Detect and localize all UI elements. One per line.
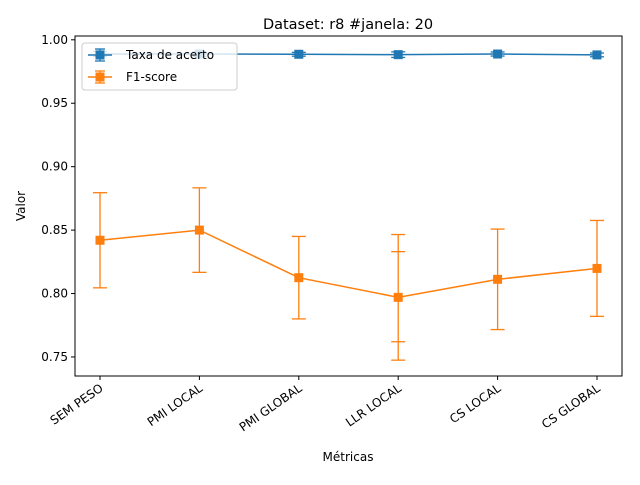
data-point <box>592 50 602 60</box>
legend-frame <box>81 42 238 91</box>
legend-marker <box>95 72 105 82</box>
plot-area <box>93 49 604 361</box>
x-axis-label: Métricas <box>323 450 374 464</box>
data-point <box>95 235 105 245</box>
y-tick-label: 0.95 <box>41 96 68 110</box>
y-axis-label: Valor <box>14 191 28 221</box>
x-axis: SEM PESO PMI LOCAL PMI GLOBAL LLR LOCAL CS L… <box>48 376 603 434</box>
legend-marker <box>95 50 105 60</box>
y-axis: 0.75 0.80 0.85 0.90 0.95 1.00 <box>41 33 75 364</box>
data-point <box>393 50 403 60</box>
data-point <box>393 292 403 302</box>
data-point <box>592 263 602 273</box>
data-point <box>493 274 503 284</box>
y-tick-label: 1.00 <box>41 33 68 47</box>
y-tick-label: 0.80 <box>41 287 68 301</box>
legend: Taxa de acerto F1-score <box>81 42 238 91</box>
x-tick-label: CS GLOBAL <box>539 381 603 432</box>
x-tick-label: LLR LOCAL <box>343 381 404 430</box>
legend-label: Taxa de acerto <box>125 48 214 62</box>
x-tick-label: PMI LOCAL <box>145 381 206 429</box>
data-point <box>294 49 304 59</box>
series-group <box>93 187 604 361</box>
y-tick-label: 0.90 <box>41 160 68 174</box>
x-tick-label: PMI GLOBAL <box>237 381 305 435</box>
data-point <box>493 49 503 59</box>
series-line <box>99 229 598 299</box>
y-tick-label: 0.85 <box>41 223 68 237</box>
data-point <box>294 273 304 283</box>
y-tick-label: 0.75 <box>41 350 68 364</box>
chart-title: Dataset: r8 #janela: 20 <box>263 17 433 33</box>
x-tick-label: CS LOCAL <box>447 381 503 426</box>
x-tick-label: SEM PESO <box>48 381 106 428</box>
legend-label: F1-score <box>126 70 177 84</box>
axes-frame <box>74 35 623 377</box>
data-point <box>194 225 204 235</box>
